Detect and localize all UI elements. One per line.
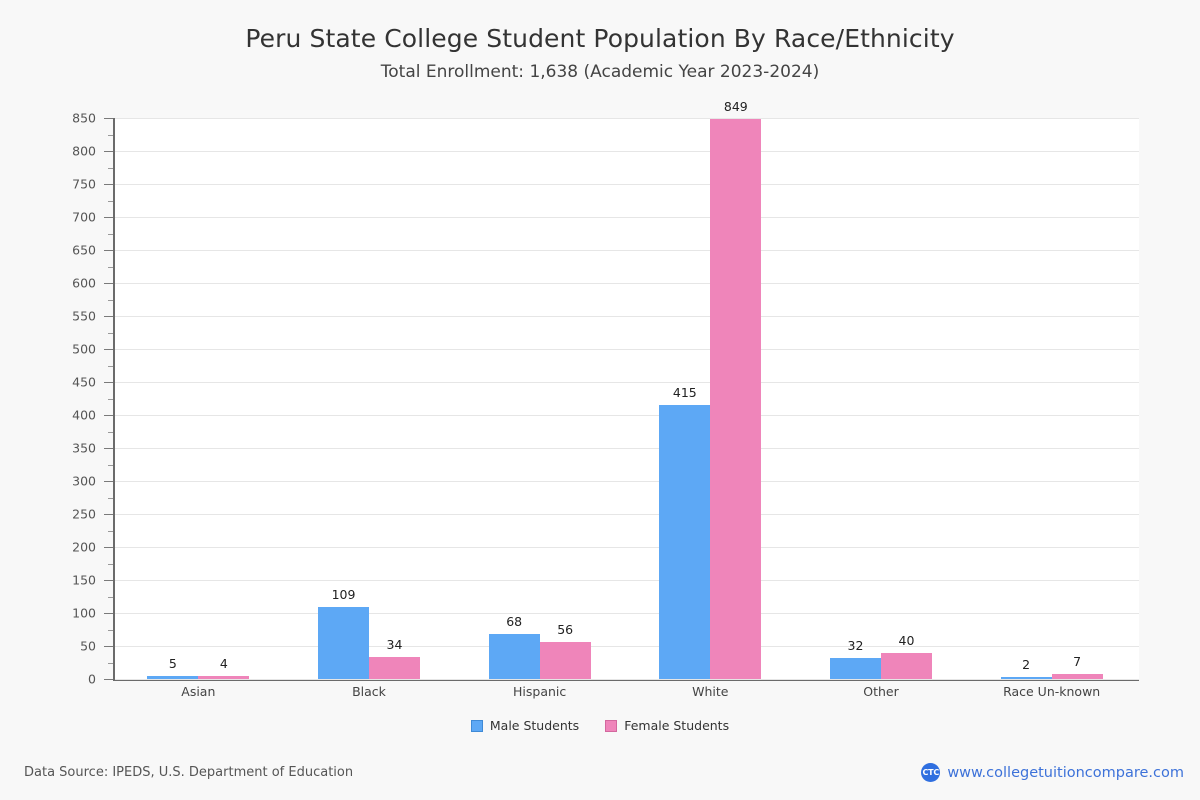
legend-label: Female Students: [624, 718, 730, 733]
gridline: [115, 448, 1139, 449]
x-axis-tick-label: Asian: [181, 684, 216, 699]
y-axis-minor-tick: [108, 266, 113, 268]
y-axis-minor-tick: [108, 398, 113, 400]
y-axis-tick: [104, 415, 113, 416]
gridlines: [115, 118, 1139, 680]
y-axis-tick-label: 800: [72, 143, 96, 159]
gridline: [115, 481, 1139, 482]
x-axis-tick-label: White: [692, 684, 729, 699]
y-axis-tick: [104, 646, 113, 647]
chart-title: Peru State College Student Population By…: [245, 24, 955, 53]
y-axis-tick: [104, 217, 113, 218]
y-axis-tick-label: 500: [72, 341, 96, 357]
y-axis-tick: [104, 547, 113, 548]
gridline: [115, 514, 1139, 515]
y-axis-tick-label: 300: [72, 473, 96, 489]
y-axis-minor-tick: [108, 662, 113, 664]
y-axis-tick-label: 100: [72, 605, 96, 621]
y-axis-tick: [104, 283, 113, 284]
y-axis-minor-tick: [108, 299, 113, 301]
y-axis-minor-tick: [108, 530, 113, 532]
y-axis-tick: [104, 118, 113, 119]
y-axis-minor-tick: [108, 464, 113, 466]
y-axis-tick-label: 750: [72, 176, 96, 192]
y-axis-tick: [104, 514, 113, 515]
y-axis-tick-label: 600: [72, 275, 96, 291]
x-axis-tick-label: Black: [352, 684, 386, 699]
gridline: [115, 217, 1139, 218]
y-axis-tick: [104, 250, 113, 251]
y-axis-tick-label: 650: [72, 242, 96, 258]
y-axis-tick: [104, 349, 113, 350]
gridline: [115, 283, 1139, 284]
y-axis-minor-tick: [108, 134, 113, 136]
y-axis-tick: [104, 613, 113, 614]
y-axis-tick: [104, 679, 113, 680]
y-axis-minor-tick: [108, 200, 113, 202]
y-axis-minor-tick: [108, 431, 113, 433]
gridline: [115, 316, 1139, 317]
y-axis-minor-tick: [108, 167, 113, 169]
plot-area: [113, 118, 1139, 681]
y-axis-tick-label: 550: [72, 308, 96, 324]
data-source-note: Data Source: IPEDS, U.S. Department of E…: [24, 765, 354, 780]
y-axis-tick-label: 350: [72, 440, 96, 456]
y-axis-tick-label: 850: [72, 110, 96, 126]
y-axis-tick-label: 250: [72, 506, 96, 522]
y-axis-tick-label: 400: [72, 407, 96, 423]
gridline: [115, 151, 1139, 152]
gridline: [115, 250, 1139, 251]
brand-link[interactable]: CTC www.collegetuitioncompare.com: [921, 763, 1184, 782]
gridline: [115, 547, 1139, 548]
legend-item-female[interactable]: Female Students: [605, 718, 729, 733]
gridline: [115, 382, 1139, 383]
gridline: [115, 580, 1139, 581]
x-axis-tick-label: Other: [863, 684, 899, 699]
y-axis-tick-label: 700: [72, 209, 96, 225]
legend-label: Male Students: [489, 718, 580, 733]
chart-subtitle: Total Enrollment: 1,638 (Academic Year 2…: [380, 62, 820, 82]
gridline: [115, 646, 1139, 647]
y-axis-minor-tick: [108, 332, 113, 334]
ctc-logo-icon: CTC: [921, 763, 941, 782]
y-axis-tick-label: 450: [72, 374, 96, 390]
y-axis-tick: [104, 580, 113, 581]
y-axis-minor-tick: [108, 497, 113, 499]
gridline: [115, 679, 1139, 680]
y-axis-tick: [104, 184, 113, 185]
gridline: [115, 613, 1139, 614]
y-axis-minor-tick: [108, 596, 113, 598]
legend-swatch-icon: [470, 719, 483, 732]
y-axis-tick-label: 150: [72, 572, 96, 588]
x-axis-tick-label: Race Un-known: [1003, 684, 1101, 699]
gridline: [115, 184, 1139, 185]
y-axis-minor-tick: [108, 365, 113, 367]
x-axis: Asian Black Hispanic White Other Race Un-know…: [113, 684, 1137, 708]
y-axis-tick: [104, 448, 113, 449]
y-axis: 0 50 100 150 200 250 300 350 400 450 500 550 600 650 7…: [0, 111, 113, 687]
y-axis-tick: [104, 151, 113, 152]
y-axis-tick: [104, 382, 113, 383]
legend-swatch-icon: [605, 719, 618, 732]
legend-item-male[interactable]: Male Students: [470, 718, 580, 733]
gridline: [115, 118, 1139, 119]
y-axis-tick-label: 200: [72, 539, 96, 555]
bar-value-label: 849: [723, 98, 748, 114]
gridline: [115, 349, 1139, 350]
gridline: [115, 415, 1139, 416]
y-axis-tick: [104, 481, 113, 482]
x-axis-tick-label: Hispanic: [513, 684, 567, 699]
y-axis-minor-tick: [108, 233, 113, 235]
y-axis-minor-tick: [108, 563, 113, 565]
y-axis-minor-tick: [108, 629, 113, 631]
y-axis-tick-label: 0: [88, 671, 96, 687]
y-axis-tick-label: 50: [80, 638, 96, 654]
brand-url-label[interactable]: www.collegetuitioncompare.com: [947, 764, 1184, 781]
y-axis-tick: [104, 316, 113, 317]
chart-legend: Male Students Female Students: [0, 718, 1200, 733]
